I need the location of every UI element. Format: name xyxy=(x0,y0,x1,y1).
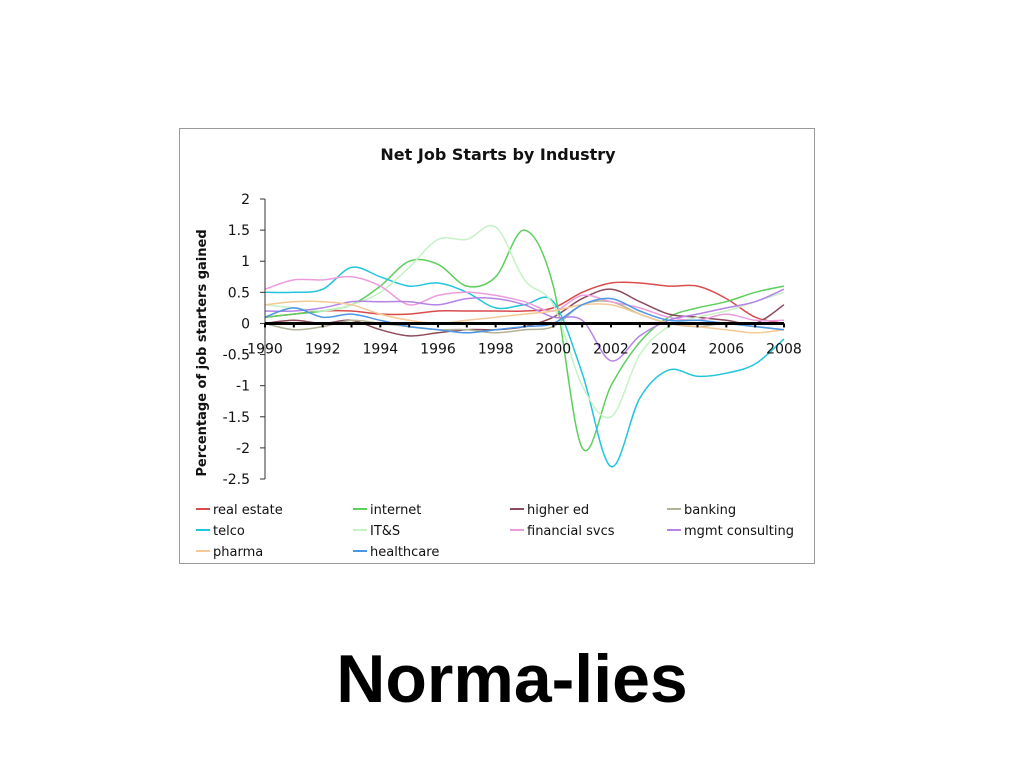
series-layer xyxy=(264,224,785,468)
axes-layer: 2 1.5 1 0.5 0 -0.5 -1 -1.5 -2 -2.5 1990 1992 1994 199… xyxy=(223,192,802,488)
series-line-1 xyxy=(264,229,785,452)
series-line-7 xyxy=(264,288,785,362)
x-tick-label: 1998 xyxy=(478,341,514,357)
legend-label-3: banking xyxy=(684,503,736,518)
x-tick-label: 2008 xyxy=(766,341,802,357)
y-tick-label: -1 xyxy=(236,379,250,395)
legend-label-6: financial svcs xyxy=(527,524,615,539)
legend: real estate internet higher ed banking telco… xyxy=(196,503,794,560)
x-tick-label: 1990 xyxy=(247,341,283,357)
legend-label-8: pharma xyxy=(213,545,263,560)
y-tick-label: 1.5 xyxy=(228,223,250,239)
y-tick-label: 0 xyxy=(241,316,250,332)
chart-title: Net Job Starts by Industry xyxy=(380,145,616,164)
legend-label-0: real estate xyxy=(213,503,283,518)
slide-caption: Norma-lies xyxy=(336,641,688,717)
y-tick-label: -0.5 xyxy=(223,348,250,364)
x-tick-label: 1992 xyxy=(305,341,341,357)
x-tick-label: 1996 xyxy=(420,341,456,357)
x-tick-label: 2002 xyxy=(593,341,629,357)
y-tick-label: 2 xyxy=(241,192,250,208)
legend-label-2: higher ed xyxy=(527,503,589,518)
y-tick-label: 1 xyxy=(241,254,250,270)
x-tick-label: 2000 xyxy=(536,341,572,357)
series-line-4 xyxy=(264,266,785,468)
x-tick-label: 2006 xyxy=(709,341,745,357)
y-tick-label: -2 xyxy=(236,441,250,457)
legend-label-7: mgmt consulting xyxy=(684,524,794,539)
legend-label-4: telco xyxy=(213,524,245,539)
y-axis-label: Percentage of job starters gained xyxy=(195,229,210,476)
line-chart: Net Job Starts by Industry Percentage of… xyxy=(195,145,802,560)
x-tick-label: 2004 xyxy=(651,341,687,357)
y-tick-label: 0.5 xyxy=(228,285,250,301)
x-tick-label: 1994 xyxy=(363,341,399,357)
legend-label-1: internet xyxy=(370,503,421,518)
y-tick-label: -1.5 xyxy=(223,410,250,426)
y-tick-label: -2.5 xyxy=(223,472,250,488)
legend-label-9: healthcare xyxy=(370,545,439,560)
series-line-0 xyxy=(264,281,785,325)
chart-frame: Net Job Starts by Industry Percentage of… xyxy=(179,128,815,564)
legend-label-5: IT&S xyxy=(370,524,400,539)
